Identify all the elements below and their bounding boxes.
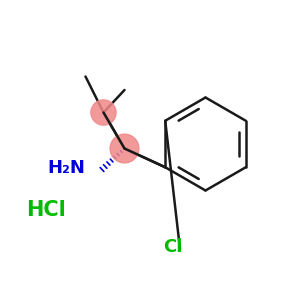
Text: H₂N: H₂N [48, 159, 86, 177]
Text: HCl: HCl [27, 200, 66, 220]
Text: Cl: Cl [163, 238, 182, 256]
Circle shape [91, 100, 116, 125]
Circle shape [110, 134, 139, 163]
